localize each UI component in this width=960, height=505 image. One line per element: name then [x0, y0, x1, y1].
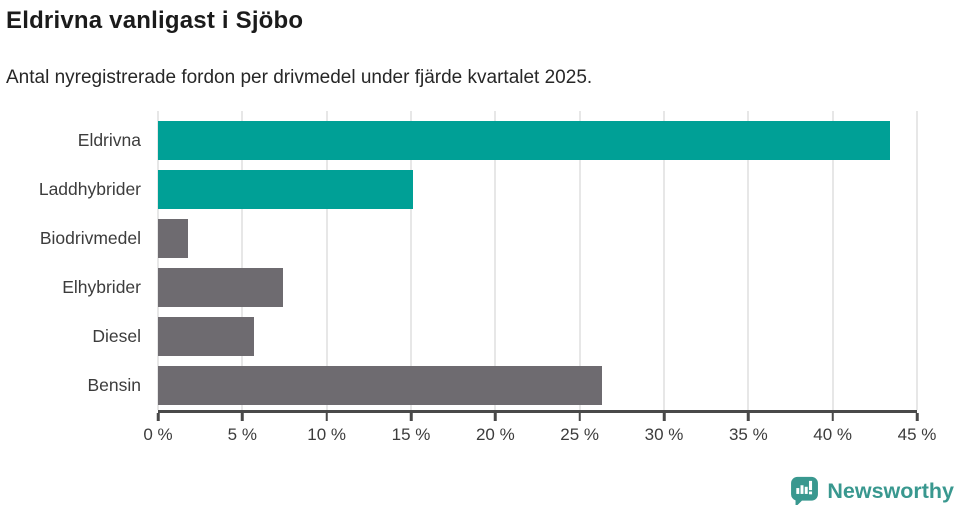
- bar-bensin: [158, 366, 602, 405]
- bar-row: Biodrivmedel: [0, 214, 960, 263]
- bar-laddhybrider: [158, 170, 413, 209]
- bar-track: [158, 165, 917, 214]
- bar-chart: Eldrivna Laddhybrider Biodrivmedel Elhybrid…: [0, 111, 960, 452]
- axis-tick-label: 35 %: [728, 425, 768, 444]
- category-label: Diesel: [92, 326, 141, 346]
- x-axis: 0 % 5 % 10 % 15 % 20 % 25 % 30 % 35 % 40 % 45 %: [143, 410, 936, 452]
- axis-tick-label: 30 %: [644, 425, 684, 444]
- category-label: Eldrivna: [77, 130, 141, 150]
- gridline: [325, 111, 328, 410]
- chart-title: Eldrivna vanligast i Sjöbo: [6, 7, 304, 34]
- axis-tick-label: 15 %: [391, 425, 431, 444]
- category-label: Bensin: [87, 375, 141, 395]
- axis-tick: [156, 413, 160, 421]
- axis-tick-label: 5 %: [227, 425, 257, 444]
- category-label: Biodrivmedel: [39, 228, 141, 248]
- gridline: [831, 111, 834, 410]
- plot-area: Eldrivna Laddhybrider Biodrivmedel Elhybrid…: [0, 111, 960, 410]
- bar-eldrivna: [158, 121, 890, 160]
- axis-tick-label: 0 %: [143, 425, 173, 444]
- bar-rows: Eldrivna Laddhybrider Biodrivmedel Elhybrid…: [0, 116, 960, 410]
- category-label: Elhybrider: [62, 277, 141, 297]
- bar-row: Eldrivna: [0, 116, 960, 165]
- gridline: [410, 111, 412, 410]
- bar-row: Elhybrider: [0, 263, 960, 312]
- bar-row: Laddhybrider: [0, 165, 960, 214]
- gridline: [916, 111, 918, 410]
- axis-tick: [915, 413, 919, 421]
- bar-biodrivmedel: [158, 219, 189, 258]
- axis-tick: [747, 413, 750, 421]
- category-label: Laddhybrider: [38, 179, 141, 199]
- chart-page: Eldrivna vanligast i Sjöbo Antal nyregis…: [0, 7, 960, 505]
- axis-tick: [662, 413, 666, 421]
- axis-tick: [325, 413, 328, 421]
- axis-tick-label: 10 %: [307, 425, 347, 444]
- axis-tick-label: 45 %: [897, 425, 937, 444]
- gridline: [663, 111, 665, 410]
- newsworthy-logo[interactable]: Newsworthy: [789, 475, 954, 505]
- axis-tick: [241, 413, 244, 421]
- newsworthy-speech-bubble-bar-chart-icon: [789, 475, 820, 505]
- gridline: [494, 111, 497, 410]
- gridline: [747, 111, 750, 410]
- axis-tick: [494, 413, 497, 421]
- gridline: [241, 111, 244, 410]
- axis-tick: [409, 413, 413, 421]
- axis-tick: [831, 413, 834, 421]
- gridlines: [157, 111, 918, 410]
- bar-row: Bensin: [0, 361, 960, 410]
- gridline: [157, 111, 159, 410]
- axis-tick: [578, 413, 581, 421]
- bar-track: [158, 263, 917, 312]
- bar-track: [158, 116, 917, 165]
- gridline: [578, 111, 581, 410]
- bar-diesel: [158, 317, 255, 356]
- bar-track: [158, 312, 917, 361]
- chart-subtitle: Antal nyregistrerade fordon per drivmede…: [6, 67, 593, 88]
- bar-track: [158, 214, 917, 263]
- newsworthy-wordmark: Newsworthy: [827, 478, 954, 503]
- axis-tick-label: 20 %: [475, 425, 515, 444]
- axis-tick-label: 25 %: [560, 425, 600, 444]
- axis-tick-label: 40 %: [813, 425, 853, 444]
- bar-row: Diesel: [0, 312, 960, 361]
- bar-elhybrider: [158, 268, 283, 307]
- bar-track: [158, 361, 917, 410]
